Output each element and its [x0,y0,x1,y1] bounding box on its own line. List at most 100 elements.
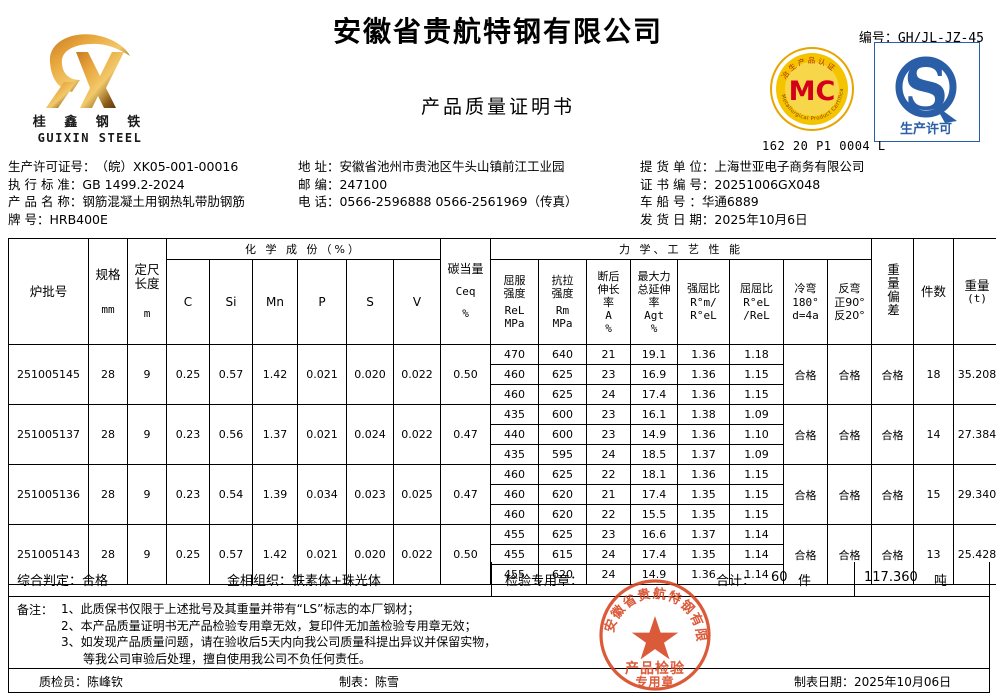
note-item: 2、本产品质量证明书无产品检验专用章无效，复印件无加盖检验专用章无效； [61,618,496,635]
info-row: 执 行 标 准：GB 1499.2-2024 [8,176,308,194]
vehicle-no-value: 华通6889 [702,193,759,211]
cell-ratio1: 1.37 [678,525,730,545]
cell-ratio1: 1.37 [678,445,730,465]
info-column-right: 提 货 单 位：上海世亚电子商务有限公司 证 书 编 号：20251006GX0… [640,158,990,228]
production-license-seal-icon: S 生产许可 [874,42,980,142]
cell-rebend: 合格 [828,345,872,405]
metallography-value: 铁素体+珠光体 [292,574,381,589]
cell-ratio1: 1.36 [678,465,730,485]
cell-pieces: 18 [914,345,954,405]
cell-ratio1: 1.35 [678,505,730,525]
col-heat-no: 炉批号 [9,239,89,345]
cell-rm: 625 [539,525,587,545]
standard-label: 执 行 标 准： [8,176,82,194]
cell-ratio2: 1.15 [730,505,784,525]
cell-ratio2: 1.14 [730,525,784,545]
cell-v: 0.022 [394,345,441,405]
cell-mn: 1.42 [253,345,298,405]
cell-p: 0.034 [298,465,347,525]
certificate-no-value: 20251006GX048 [714,176,820,194]
cell-pieces: 14 [914,405,954,465]
cell-a: 23 [587,525,631,545]
cell-rel: 435 [491,445,539,465]
cell-ratio1: 1.38 [678,405,730,425]
cell-weight-deviation: 合格 [872,345,914,405]
cell-si: 0.56 [210,405,253,465]
brand-label: 牌 号： [8,211,49,229]
total-label: 合计： [716,570,755,589]
preparer: 制表：陈雪 [339,673,399,690]
cell-rm: 595 [539,445,587,465]
cell-c: 0.25 [167,345,210,405]
verdict-value: 合格 [82,574,108,589]
info-row: 车 船 号 ：华通6889 [640,193,990,211]
cell-c: 0.23 [167,405,210,465]
col-v: V [394,260,441,345]
cell-cold-bend: 合格 [784,405,828,465]
cell-ratio1: 1.36 [678,385,730,405]
cell-length: 9 [128,405,167,465]
cell-s: 0.024 [347,405,394,465]
info-row: 电 话：0566-2596888 0566-2561969（传真） [298,193,638,211]
cell-a: 22 [587,505,631,525]
postcode-value: 247100 [339,176,387,194]
brand-value: HRB400E [49,211,107,229]
svg-text:MC: MC [789,76,836,107]
cell-agt: 16.9 [631,365,678,385]
cell-rel: 460 [491,485,539,505]
info-column-middle: 地 址：安徽省池州市贵池区牛头山镇前江工业园 邮 编：247100 电 话：05… [298,158,638,211]
cell-a: 23 [587,405,631,425]
cell-rebend: 合格 [828,465,872,525]
cell-rel: 455 [491,525,539,545]
info-row: 牌 号：HRB400E [8,211,308,229]
cell-a: 24 [587,445,631,465]
cell-length: 9 [128,345,167,405]
cell-c: 0.23 [167,465,210,525]
col-si: Si [210,260,253,345]
cell-mn: 1.37 [253,405,298,465]
cell-a: 21 [587,485,631,505]
cell-agt: 18.1 [631,465,678,485]
cell-ceq: 0.50 [441,345,491,405]
prepare-date-value: 2025年10月06日 [854,675,951,689]
consignee-value: 上海世亚电子商务有限公司 [714,158,864,176]
cell-ratio2: 1.18 [730,345,784,365]
cell-ratio2: 1.15 [730,385,784,405]
cell-ratio2: 1.09 [730,405,784,425]
inspector-value: 陈峰钦 [87,675,123,689]
cell-spec: 28 [89,465,128,525]
col-s: S [347,260,394,345]
product-name-value: 钢筋混凝土用钢热轧带肋钢筋 [82,193,245,211]
cell-a: 21 [587,345,631,365]
cell-rel: 440 [491,425,539,445]
cell-ratio2: 1.15 [730,485,784,505]
svg-text:生产许可: 生产许可 [900,121,952,137]
info-row: 提 货 单 位：上海世亚电子商务有限公司 [640,158,990,176]
standard-value: GB 1499.2-2024 [82,176,184,194]
cell-weight: 29.340 [954,465,996,525]
cell-a: 23 [587,365,631,385]
ship-date-value: 2025年10月6日 [714,211,807,229]
mc-certification-seal-icon: 冶生产品认证 Metallurgical Product Certificati… [769,46,855,132]
cell-agt: 14.9 [631,425,678,445]
phone-label: 电 话： [298,193,339,211]
cell-agt: 16.1 [631,405,678,425]
cell-weight-deviation: 合格 [872,465,914,525]
cell-heat-no: 251005137 [9,405,89,465]
note-item: 等我公司审验后处理，擅自使用我公司不负任何责任。 [61,651,496,668]
notes-label: 备注： [17,601,53,618]
cell-heat-no: 251005136 [9,465,89,525]
notes-block: 备注： 1、此质保书仅限于上述批号及其重量并带有“LS”标志的本厂钢材；2、本产… [8,596,990,669]
cell-rm: 620 [539,485,587,505]
metallography: 金相组织：铁素体+珠光体 [227,570,381,589]
cell-rel: 470 [491,345,539,365]
